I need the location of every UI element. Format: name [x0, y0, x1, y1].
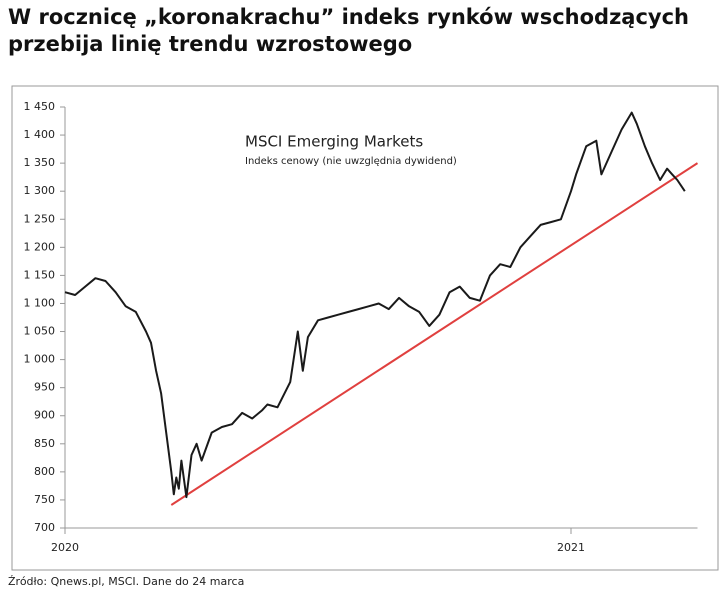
trend-line	[170, 162, 699, 506]
y-tick-label: 900	[34, 409, 55, 422]
y-tick-label: 750	[34, 493, 55, 506]
y-tick-label: 850	[34, 437, 55, 450]
annotation-title: MSCI Emerging Markets	[245, 133, 423, 151]
y-tick-label: 1 350	[24, 156, 56, 169]
y-tick-label: 1 450	[24, 100, 56, 113]
title: W rocznicę „koronakrachu” indeks rynków …	[8, 5, 689, 56]
y-tick-label: 800	[34, 465, 55, 478]
annotation-subtitle: Indeks cenowy (nie uwzględnia dywidend)	[245, 156, 457, 167]
y-tick-label: 1 200	[24, 240, 56, 253]
series-line	[64, 111, 686, 499]
y-tick-label: 1 400	[24, 128, 56, 141]
chart-frame	[11, 85, 719, 571]
y-tick-label: 1 000	[24, 353, 56, 366]
y-tick-label: 1 250	[24, 212, 56, 225]
chart: MSCI Emerging Markets Indeks cenowy (nie…	[11, 85, 719, 571]
y-tick-label: 700	[34, 521, 55, 534]
x-tick-label: 2021	[557, 541, 585, 554]
y-tick-label: 1 300	[24, 184, 56, 197]
x-tick-label: 2020	[51, 541, 79, 554]
source: Źródło: Qnews.pl, MSCI. Dane do 24 marca	[8, 575, 245, 588]
y-tick-label: 1 050	[24, 325, 56, 338]
y-tick-label: 1 100	[24, 296, 56, 309]
y-tick-label: 950	[34, 381, 55, 394]
y-tick-label: 1 150	[24, 268, 56, 281]
